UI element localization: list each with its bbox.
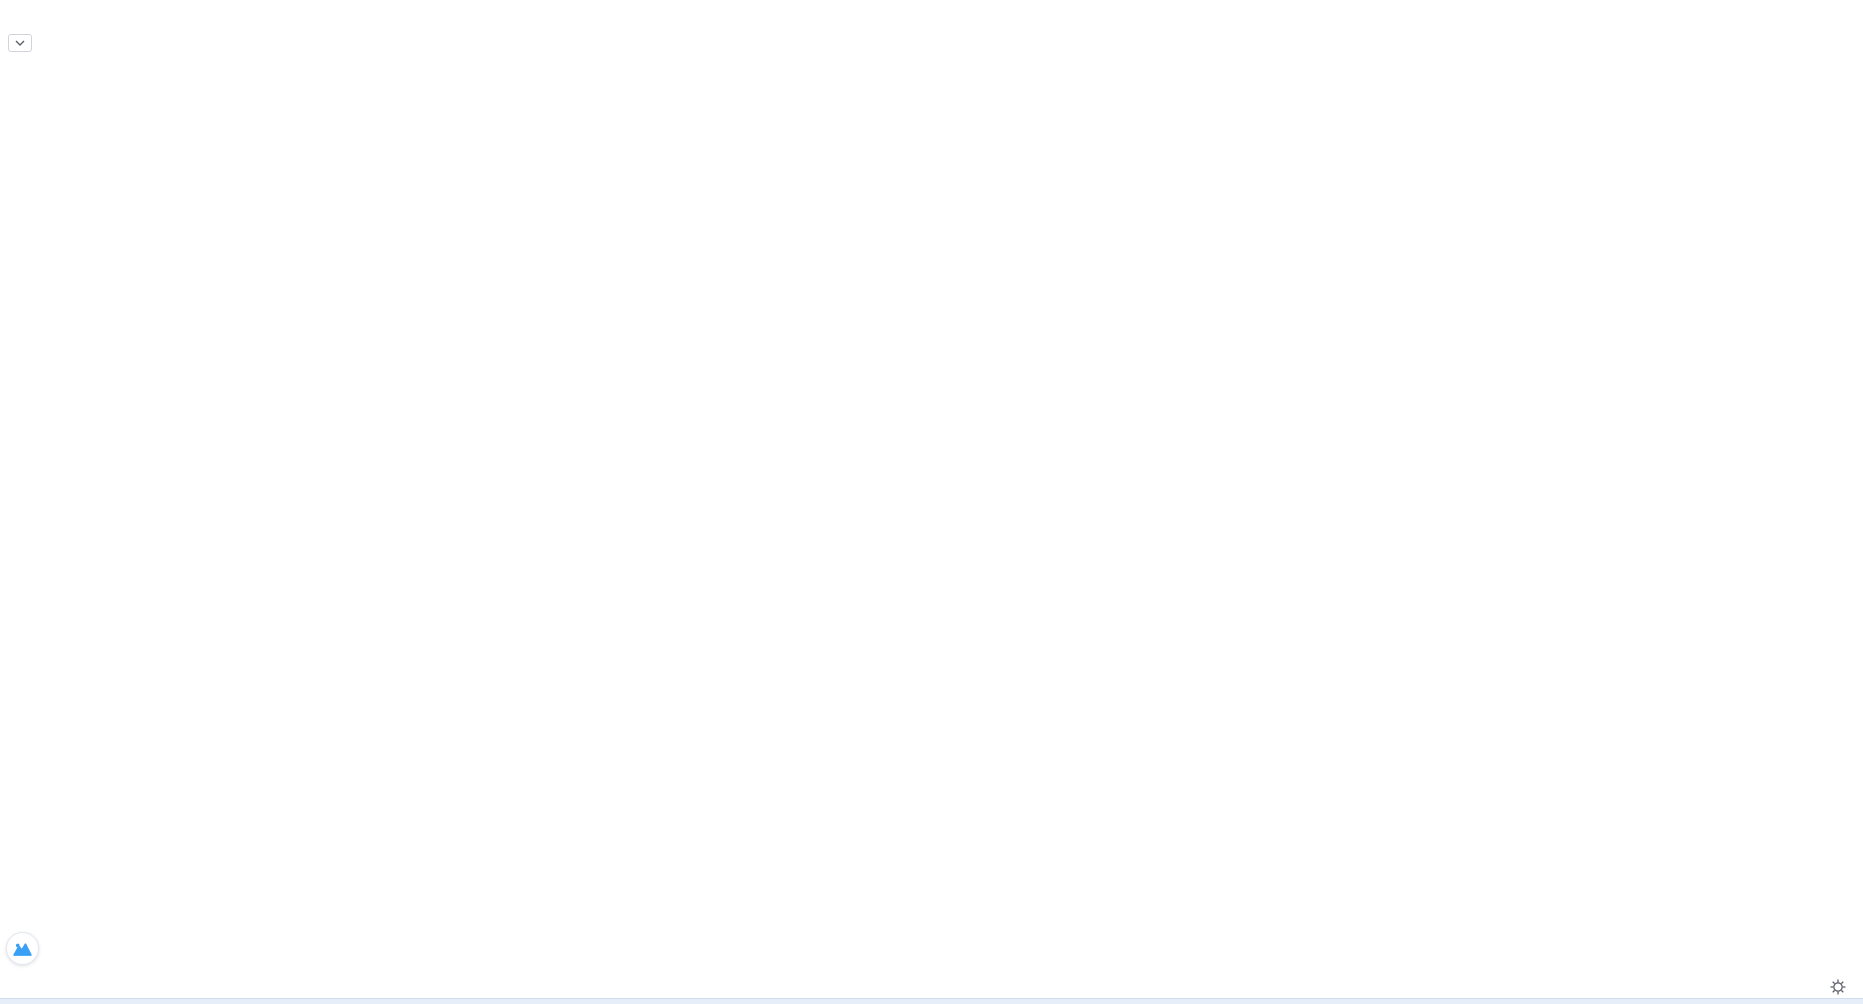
volume-legend (8, 34, 64, 52)
brand-logo[interactable] (6, 932, 39, 965)
volume-collapse-button[interactable] (8, 34, 32, 52)
chevron-down-icon (15, 40, 25, 46)
gear-icon (1830, 979, 1846, 995)
bottom-toolbar-strip (0, 998, 1863, 1004)
mountain-logo-icon (13, 942, 32, 956)
time-axis-settings-button[interactable] (1829, 978, 1847, 1001)
